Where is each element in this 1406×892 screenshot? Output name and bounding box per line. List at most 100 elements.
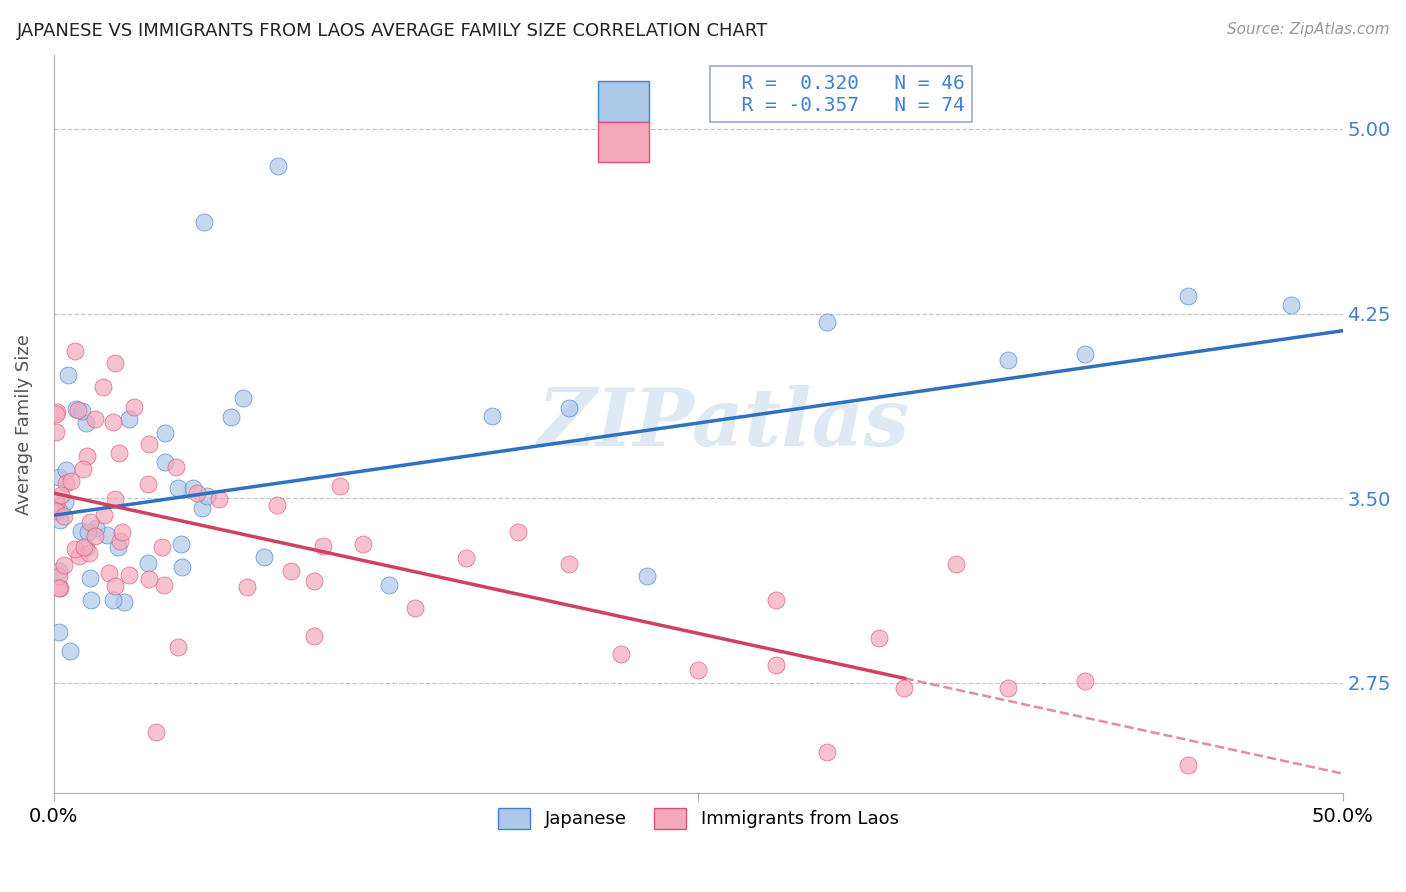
Point <box>75 417 97 431</box>
Point <box>58 368 80 382</box>
Point <box>118 568 141 582</box>
Point <box>945 558 967 572</box>
Point <box>48 504 70 518</box>
Point <box>186 486 208 500</box>
Point <box>77 524 100 539</box>
Point <box>53 495 76 509</box>
Point <box>70 404 93 418</box>
Point <box>636 569 658 583</box>
Point <box>112 595 135 609</box>
Point <box>329 478 352 492</box>
Point <box>997 352 1019 367</box>
Point <box>558 558 581 572</box>
Point <box>66 403 89 417</box>
Point <box>110 533 132 548</box>
Point <box>155 455 177 469</box>
Point <box>52 558 75 573</box>
Point <box>48 569 70 583</box>
Point <box>84 412 107 426</box>
Text: Source: ZipAtlas.com: Source: ZipAtlas.com <box>1226 22 1389 37</box>
Point <box>79 571 101 585</box>
Legend: Japanese, Immigrants from Laos: Japanese, Immigrants from Laos <box>491 801 905 836</box>
Point <box>378 578 401 592</box>
Point <box>103 593 125 607</box>
Point <box>59 474 82 488</box>
Point <box>111 524 134 539</box>
Point <box>59 644 82 658</box>
Point <box>52 508 75 523</box>
Point <box>352 536 374 550</box>
Point <box>219 410 242 425</box>
Point <box>688 663 710 677</box>
Point <box>404 600 426 615</box>
FancyBboxPatch shape <box>598 121 650 162</box>
Point <box>558 401 581 415</box>
Point <box>165 459 187 474</box>
Point <box>55 475 77 490</box>
Point <box>65 541 87 556</box>
Point <box>191 500 214 515</box>
Point <box>152 578 174 592</box>
Point <box>138 437 160 451</box>
Point <box>1279 298 1302 312</box>
Point <box>312 540 335 554</box>
Point <box>172 560 194 574</box>
Point <box>69 524 91 538</box>
Y-axis label: Average Family Size: Average Family Size <box>15 334 32 515</box>
Point <box>86 521 108 535</box>
Point <box>80 593 103 607</box>
Point <box>76 449 98 463</box>
Point <box>136 476 159 491</box>
Point <box>150 541 173 555</box>
Point <box>48 581 70 595</box>
Point <box>67 549 90 563</box>
Point <box>195 489 218 503</box>
Point <box>84 529 107 543</box>
Point <box>48 625 70 640</box>
Point <box>266 498 288 512</box>
Point <box>236 580 259 594</box>
Point <box>506 525 529 540</box>
Point <box>107 541 129 555</box>
Point <box>72 462 94 476</box>
Point <box>145 724 167 739</box>
Point <box>136 556 159 570</box>
Point <box>93 508 115 522</box>
Point <box>107 446 129 460</box>
Point <box>118 412 141 426</box>
Point <box>208 491 231 506</box>
Point <box>167 482 190 496</box>
Point <box>104 356 127 370</box>
Point <box>63 343 86 358</box>
Point <box>65 401 87 416</box>
Point <box>267 159 290 173</box>
Point <box>456 550 478 565</box>
Text: R =  0.320   N = 46
  R = -0.357   N = 74: R = 0.320 N = 46 R = -0.357 N = 74 <box>717 74 965 114</box>
Point <box>193 215 215 229</box>
Point <box>232 391 254 405</box>
Point <box>48 564 70 578</box>
Point <box>77 546 100 560</box>
Point <box>868 631 890 645</box>
Point <box>75 541 97 555</box>
Point <box>45 496 67 510</box>
Point <box>91 380 114 394</box>
FancyBboxPatch shape <box>598 81 650 121</box>
Point <box>124 401 146 415</box>
Point <box>321 823 343 838</box>
Point <box>153 425 176 440</box>
Text: JAPANESE VS IMMIGRANTS FROM LAOS AVERAGE FAMILY SIZE CORRELATION CHART: JAPANESE VS IMMIGRANTS FROM LAOS AVERAGE… <box>17 22 768 40</box>
Point <box>1177 289 1199 303</box>
Point <box>55 463 77 477</box>
Point <box>49 513 72 527</box>
Point <box>610 647 633 661</box>
Point <box>79 516 101 530</box>
Point <box>997 681 1019 695</box>
Point <box>98 566 121 580</box>
Point <box>96 528 118 542</box>
Point <box>1074 347 1097 361</box>
Point <box>138 572 160 586</box>
Point <box>45 425 67 440</box>
Point <box>45 504 67 518</box>
Point <box>103 578 125 592</box>
